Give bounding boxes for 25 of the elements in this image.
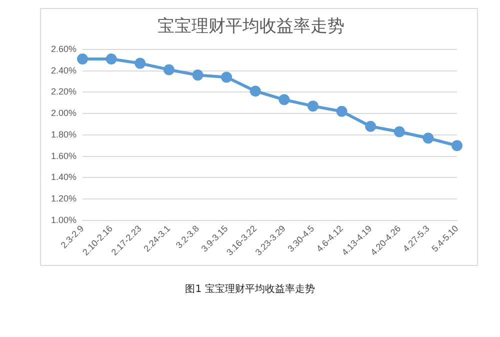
point bbox=[134, 58, 146, 69]
y-tick-label: 1.60% bbox=[50, 150, 77, 161]
y-tick-label: 1.80% bbox=[50, 129, 77, 140]
y-tick-label: 1.40% bbox=[50, 172, 77, 182]
caption: 图1 宝宝理财平均收益率走势 bbox=[184, 282, 316, 296]
y-tick-label: 1.20% bbox=[50, 194, 77, 204]
point bbox=[77, 54, 88, 65]
point bbox=[278, 94, 290, 106]
point bbox=[452, 140, 462, 152]
y-tick-label: 2.20% bbox=[50, 86, 77, 97]
point bbox=[422, 132, 434, 144]
point bbox=[336, 106, 348, 117]
point bbox=[394, 126, 405, 138]
y-tick-label: 2.40% bbox=[50, 65, 77, 76]
point bbox=[221, 72, 232, 83]
y-tick-label: 1.00% bbox=[50, 214, 77, 225]
point bbox=[307, 100, 318, 112]
y-tick-label: 2.00% bbox=[50, 108, 77, 118]
point bbox=[192, 70, 204, 81]
point bbox=[250, 86, 261, 97]
chart-title: 宝宝理财平均收益率走势 bbox=[158, 16, 344, 37]
point bbox=[163, 64, 174, 76]
point bbox=[365, 120, 376, 132]
point bbox=[106, 54, 117, 65]
y-tick-label: 2.60% bbox=[50, 44, 77, 54]
